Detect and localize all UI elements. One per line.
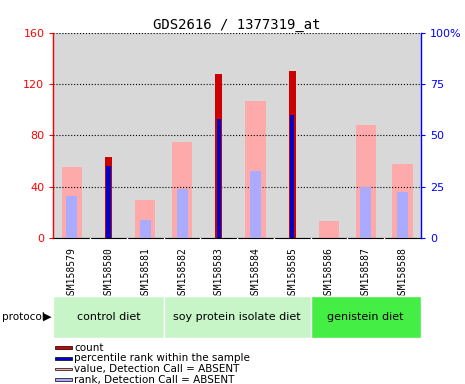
Bar bbox=[217, 119, 221, 238]
Bar bbox=[319, 222, 339, 238]
Bar bbox=[55, 346, 72, 349]
Bar bbox=[200, 33, 237, 238]
Text: GSM158582: GSM158582 bbox=[177, 247, 187, 300]
Bar bbox=[246, 101, 266, 238]
Bar bbox=[106, 166, 111, 238]
Bar bbox=[384, 33, 421, 238]
Text: ▶: ▶ bbox=[43, 312, 51, 322]
Text: GSM158585: GSM158585 bbox=[287, 247, 297, 300]
Text: genistein diet: genistein diet bbox=[327, 312, 404, 322]
Bar bbox=[90, 33, 127, 238]
Bar bbox=[360, 187, 371, 238]
Text: soy protein isolate diet: soy protein isolate diet bbox=[173, 312, 301, 322]
Bar bbox=[53, 296, 164, 338]
Text: value, Detection Call = ABSENT: value, Detection Call = ABSENT bbox=[74, 364, 239, 374]
Text: GSM158584: GSM158584 bbox=[251, 247, 260, 300]
Text: GSM158586: GSM158586 bbox=[324, 247, 334, 300]
Bar bbox=[127, 33, 164, 238]
Bar bbox=[392, 164, 412, 238]
Text: GSM158580: GSM158580 bbox=[104, 247, 113, 300]
Bar bbox=[55, 378, 72, 381]
Bar bbox=[311, 296, 421, 338]
Bar bbox=[177, 189, 187, 238]
Bar bbox=[311, 33, 347, 238]
Bar bbox=[215, 74, 222, 238]
Text: GSM158579: GSM158579 bbox=[67, 247, 77, 300]
Bar bbox=[237, 33, 274, 238]
Text: GSM158583: GSM158583 bbox=[214, 247, 224, 300]
Bar bbox=[289, 71, 296, 238]
Bar bbox=[290, 115, 294, 238]
Bar bbox=[66, 196, 77, 238]
Text: percentile rank within the sample: percentile rank within the sample bbox=[74, 353, 250, 363]
Text: protocol: protocol bbox=[2, 312, 45, 322]
Bar bbox=[250, 171, 261, 238]
Bar bbox=[55, 367, 72, 370]
Text: GSM158587: GSM158587 bbox=[361, 247, 371, 300]
Bar bbox=[347, 33, 384, 238]
Text: control diet: control diet bbox=[77, 312, 140, 322]
Bar bbox=[164, 33, 200, 238]
Text: count: count bbox=[74, 343, 104, 353]
Bar bbox=[172, 142, 192, 238]
Text: GSM158588: GSM158588 bbox=[398, 247, 407, 300]
Text: GSM158581: GSM158581 bbox=[140, 247, 150, 300]
Bar bbox=[105, 157, 112, 238]
Bar bbox=[62, 167, 82, 238]
Bar bbox=[164, 296, 311, 338]
Bar bbox=[55, 357, 72, 360]
Bar bbox=[135, 200, 155, 238]
Text: rank, Detection Call = ABSENT: rank, Detection Call = ABSENT bbox=[74, 374, 235, 384]
Bar bbox=[397, 192, 408, 238]
Title: GDS2616 / 1377319_at: GDS2616 / 1377319_at bbox=[153, 18, 321, 31]
Bar bbox=[274, 33, 311, 238]
Bar bbox=[356, 125, 376, 238]
Bar bbox=[140, 220, 151, 238]
Bar bbox=[53, 33, 90, 238]
